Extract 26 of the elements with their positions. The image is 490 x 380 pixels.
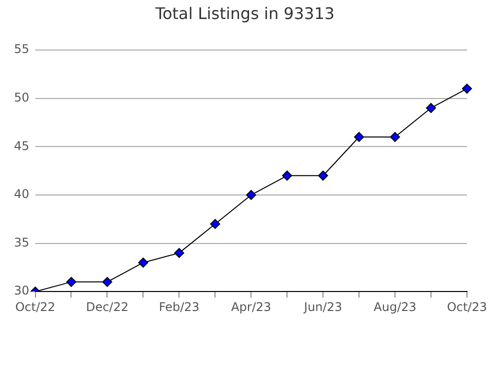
y-tick-label: 50 xyxy=(14,90,30,104)
point xyxy=(318,170,328,181)
y-tick-label: 45 xyxy=(14,138,30,153)
point xyxy=(390,132,400,142)
point xyxy=(462,84,472,94)
x-tick-label: Oct/23 xyxy=(446,300,487,314)
point xyxy=(282,170,292,181)
y-tick-label: 55 xyxy=(14,42,30,56)
chart-title: Total Listings in 93313 xyxy=(154,4,336,23)
y-tick-label: 30 xyxy=(14,284,30,298)
point xyxy=(174,248,184,258)
point xyxy=(210,218,220,229)
x-tick-label: Jun/23 xyxy=(303,300,342,314)
point xyxy=(138,258,148,268)
point xyxy=(426,102,436,113)
x-tick-label: Apr/23 xyxy=(231,300,272,314)
x-tick-label: Oct/22 xyxy=(15,300,56,314)
x-tick-label: Aug/23 xyxy=(374,300,416,314)
y-tick-label: 35 xyxy=(14,235,30,250)
point xyxy=(102,276,112,287)
x-tick-label: Dec/22 xyxy=(86,300,128,314)
x-tick-label: Feb/23 xyxy=(158,300,200,314)
point xyxy=(66,276,76,287)
y-tick-label: 40 xyxy=(14,187,30,202)
point xyxy=(354,132,364,142)
point xyxy=(246,190,256,200)
